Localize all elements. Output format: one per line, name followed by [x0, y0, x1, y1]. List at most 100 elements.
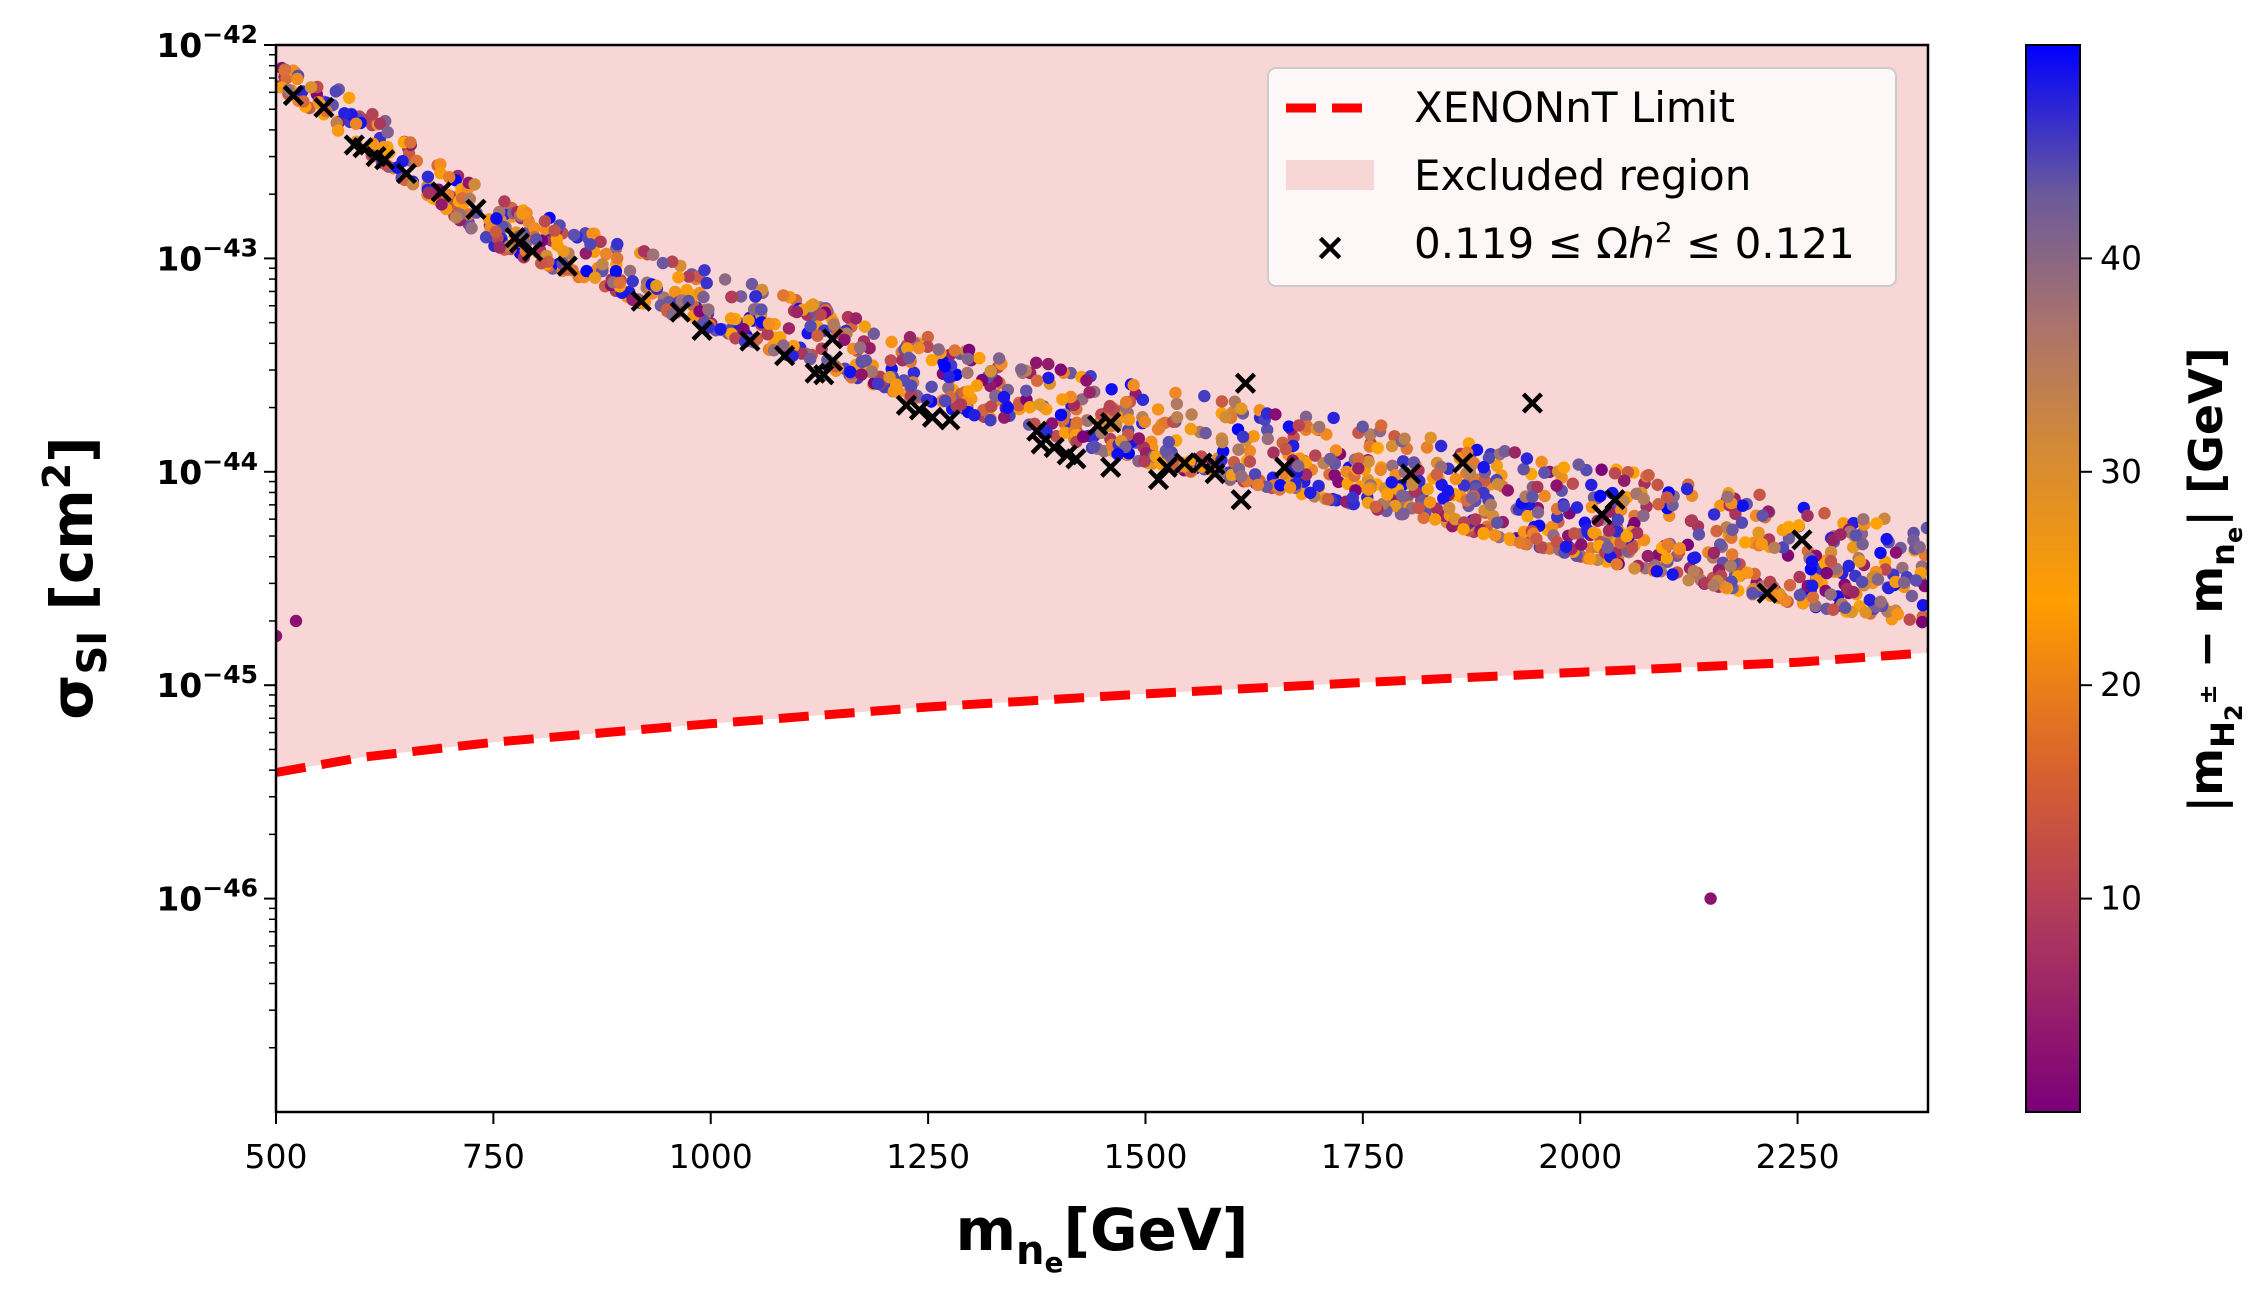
scatter-point — [1292, 459, 1305, 473]
scatter-point — [1879, 563, 1892, 576]
relic-point-marker — [1452, 452, 1474, 474]
scatter-point — [1587, 526, 1600, 539]
relic-density-points — [282, 84, 1813, 604]
relic-point-marker — [939, 409, 961, 431]
relic-point-marker — [774, 345, 796, 367]
scatter-point — [954, 398, 968, 411]
relic-point-marker — [908, 399, 931, 421]
scatter-point — [700, 276, 713, 290]
scatter-point — [1283, 481, 1297, 494]
relic-point-marker — [921, 406, 944, 428]
scatter-point — [1313, 420, 1326, 434]
scatter-point — [1219, 410, 1232, 424]
scatter-point — [1806, 579, 1819, 592]
scatter-point — [1054, 408, 1068, 422]
scatter-point — [1274, 479, 1287, 492]
relic-point-marker — [1204, 463, 1226, 485]
scatter-point — [1768, 541, 1781, 554]
scatter-point — [1023, 401, 1036, 414]
scatter-point — [1520, 452, 1534, 465]
relic-point-marker — [521, 240, 544, 262]
scatter-point — [1236, 430, 1250, 443]
colorbar: 10 20 30 40 |mH2± − mne| [GeV] — [2025, 44, 2248, 1113]
scatter-point — [338, 107, 351, 120]
scatter-point — [1235, 402, 1248, 415]
scatter-point — [1138, 415, 1152, 429]
relic-point-marker — [1100, 412, 1122, 434]
relic-point-marker — [739, 330, 761, 352]
scatter-point — [609, 265, 623, 278]
scatter-point — [1704, 892, 1717, 905]
scatter-point — [535, 257, 548, 270]
scatter-point — [1666, 568, 1679, 581]
scatter-point — [374, 117, 387, 130]
scatter-point — [984, 364, 997, 378]
scatter-point — [668, 285, 682, 299]
scatter-point — [790, 305, 804, 319]
scatter-point — [1688, 551, 1702, 564]
scatter-point — [1374, 463, 1387, 477]
scatter-point — [1824, 545, 1838, 559]
scatter-point — [1792, 519, 1806, 532]
scatter-point — [697, 290, 710, 304]
scatter-point — [698, 264, 711, 277]
scatter-point — [737, 323, 750, 336]
scatter-point — [1385, 476, 1398, 489]
scatter-point — [1710, 524, 1723, 538]
scatter-point — [1779, 594, 1792, 607]
relic-point-marker — [669, 301, 691, 323]
relic-point-marker — [895, 394, 917, 416]
scatter-point — [1215, 395, 1229, 408]
scatter-point — [849, 312, 863, 325]
scatter-point — [804, 299, 818, 313]
scatter-point — [907, 366, 921, 379]
scatter-point — [366, 108, 379, 121]
scatter-point — [1620, 530, 1634, 543]
scatter-point — [997, 390, 1011, 404]
scatter-point — [1602, 524, 1616, 537]
scatter-point — [1513, 536, 1527, 549]
scatter-point — [1557, 500, 1571, 513]
scatter-point — [1601, 541, 1614, 554]
scatter-point — [1369, 500, 1382, 513]
scatter-point — [1490, 459, 1504, 472]
scatter-point — [672, 271, 685, 284]
relic-point-marker — [395, 162, 418, 185]
scatter-point — [1741, 566, 1754, 579]
scatter-point — [1470, 443, 1484, 457]
y-tick-label: 10−43 — [156, 233, 258, 278]
scatter-point — [1827, 603, 1840, 616]
legend-relic-label: 0.119 ≤ Ωh2 ≤ 0.121 — [1414, 216, 1855, 268]
scatter-point — [1521, 510, 1534, 523]
scatter-point — [1491, 478, 1505, 491]
scatter-point — [1871, 573, 1885, 586]
scatter-point — [1282, 420, 1296, 433]
scatter-point — [1535, 455, 1548, 469]
legend-relic-marker: × — [1314, 225, 1346, 269]
scatter-point — [1385, 439, 1399, 453]
scatter-point — [1395, 489, 1409, 502]
scatter-point — [1364, 428, 1377, 441]
scatter-point — [291, 72, 304, 86]
scatter-point — [729, 332, 742, 345]
scatter-point — [1517, 463, 1530, 476]
scatter-point — [1469, 513, 1482, 526]
relic-point-marker — [374, 149, 396, 171]
scatter-point — [1042, 357, 1055, 371]
scatter-point — [1661, 538, 1675, 551]
scatter-point — [1477, 526, 1490, 540]
scatter-point — [1920, 521, 1928, 535]
scatter-point — [586, 227, 599, 240]
scatter-point — [490, 212, 503, 225]
scatter-point — [1707, 546, 1721, 560]
scatter-point — [1362, 483, 1375, 496]
scatter-point — [596, 258, 609, 271]
y-axis-title: σSI [cm2] — [35, 436, 116, 719]
scatter-point — [871, 377, 885, 390]
scatter-point — [1243, 455, 1257, 468]
scatter-point — [1793, 588, 1807, 602]
scatter-point — [567, 228, 581, 242]
scatter-point — [1324, 452, 1337, 466]
scatter-point — [538, 215, 552, 228]
